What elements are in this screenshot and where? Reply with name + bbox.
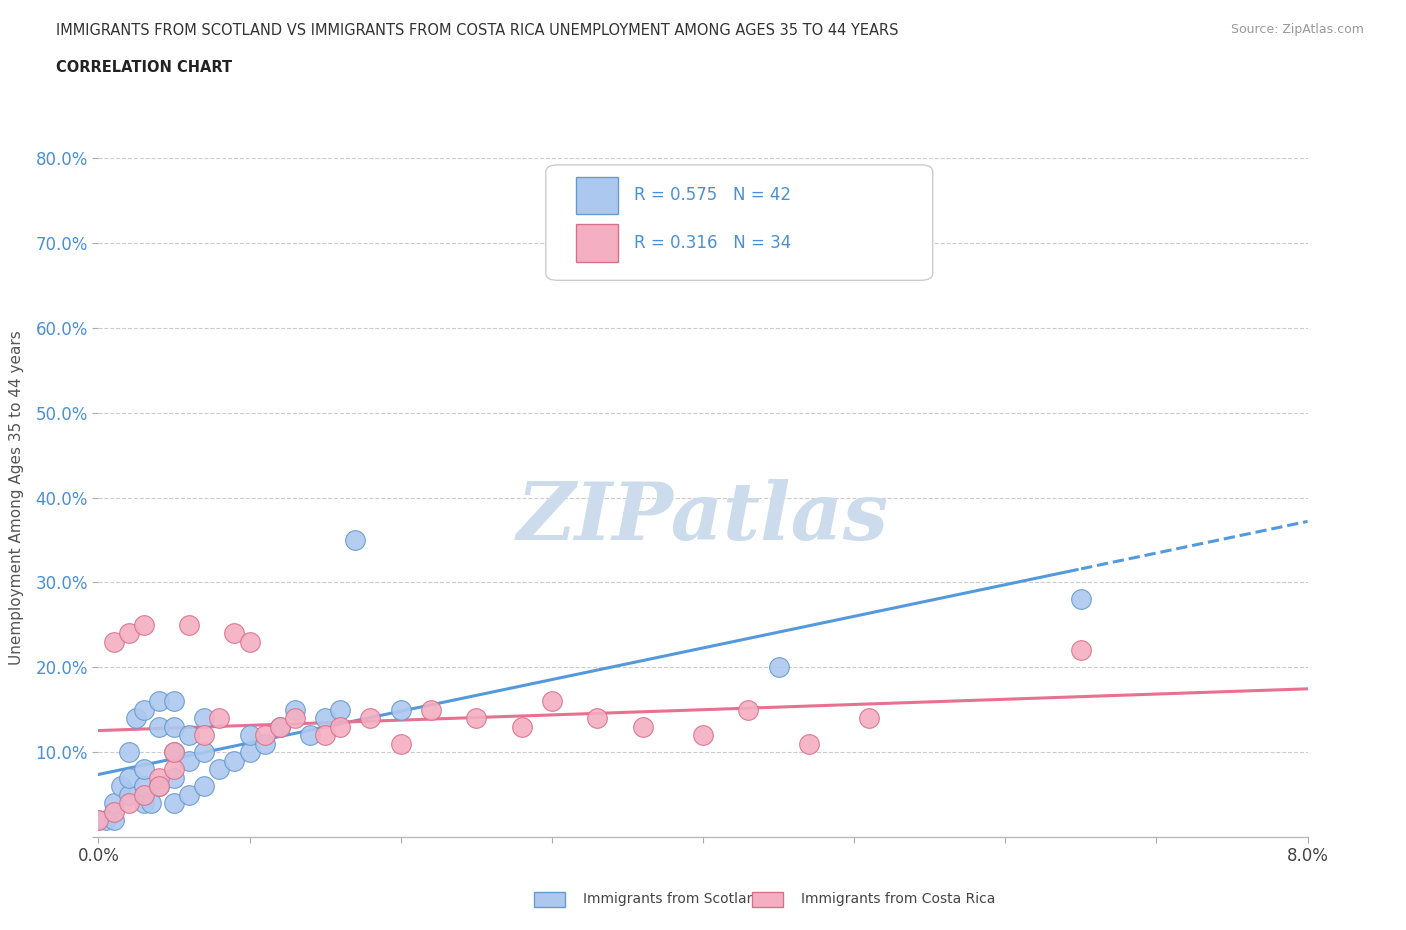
Point <box>1070 592 1092 607</box>
Point <box>148 770 170 785</box>
Point <box>737 702 759 717</box>
Point <box>103 796 125 811</box>
Point <box>148 694 170 709</box>
Point <box>329 719 352 734</box>
Point <box>118 745 141 760</box>
Point <box>132 618 155 632</box>
Point <box>284 702 307 717</box>
Point <box>132 778 155 793</box>
Point <box>858 711 880 725</box>
Point <box>103 634 125 649</box>
Point <box>540 694 562 709</box>
Point <box>208 762 231 777</box>
Point <box>465 711 488 725</box>
Point <box>118 787 141 802</box>
Point <box>163 770 186 785</box>
Point <box>299 728 322 743</box>
Point <box>193 778 215 793</box>
Point <box>103 813 125 828</box>
Y-axis label: Unemployment Among Ages 35 to 44 years: Unemployment Among Ages 35 to 44 years <box>10 330 24 665</box>
Point <box>163 745 186 760</box>
Point <box>239 728 262 743</box>
Point <box>179 618 201 632</box>
Point <box>420 702 443 717</box>
Point <box>148 778 170 793</box>
Point <box>253 737 276 751</box>
Point <box>125 711 148 725</box>
Point <box>179 728 201 743</box>
Point <box>389 702 412 717</box>
Point <box>179 753 201 768</box>
Point <box>118 770 141 785</box>
Point <box>208 711 231 725</box>
Point <box>87 813 110 828</box>
Point <box>94 813 117 828</box>
FancyBboxPatch shape <box>576 177 619 214</box>
Text: R = 0.316   N = 34: R = 0.316 N = 34 <box>634 234 792 252</box>
Point <box>193 728 215 743</box>
Point <box>163 745 186 760</box>
Point <box>586 711 609 725</box>
Point <box>193 745 215 760</box>
Point <box>768 660 790 675</box>
Text: Immigrants from Scotland: Immigrants from Scotland <box>583 892 765 907</box>
Text: IMMIGRANTS FROM SCOTLAND VS IMMIGRANTS FROM COSTA RICA UNEMPLOYMENT AMONG AGES 3: IMMIGRANTS FROM SCOTLAND VS IMMIGRANTS F… <box>56 23 898 38</box>
Point <box>224 753 246 768</box>
FancyBboxPatch shape <box>576 224 619 261</box>
Point <box>132 762 155 777</box>
Point <box>224 626 246 641</box>
FancyBboxPatch shape <box>546 165 932 280</box>
Point <box>692 728 714 743</box>
Point <box>163 762 186 777</box>
Point <box>179 787 201 802</box>
Point <box>239 634 262 649</box>
Point <box>193 711 215 725</box>
Point <box>132 796 155 811</box>
Point <box>344 533 367 548</box>
Point <box>314 728 336 743</box>
Point <box>163 796 186 811</box>
Point <box>163 694 186 709</box>
Point <box>269 719 291 734</box>
Point <box>253 728 276 743</box>
Point <box>141 796 163 811</box>
Point <box>103 804 125 819</box>
Point <box>510 719 533 734</box>
Point <box>284 711 307 725</box>
Point <box>163 719 186 734</box>
Point <box>314 711 336 725</box>
Point <box>110 778 132 793</box>
Point <box>132 702 155 717</box>
Point <box>389 737 412 751</box>
Text: CORRELATION CHART: CORRELATION CHART <box>56 60 232 75</box>
Point <box>148 719 170 734</box>
Point <box>269 719 291 734</box>
Point <box>239 745 262 760</box>
Text: Source: ZipAtlas.com: Source: ZipAtlas.com <box>1230 23 1364 36</box>
Point <box>631 719 654 734</box>
Point <box>797 737 820 751</box>
Point <box>118 796 141 811</box>
Point <box>118 626 141 641</box>
Point <box>329 702 352 717</box>
Text: R = 0.575   N = 42: R = 0.575 N = 42 <box>634 186 792 205</box>
Point <box>132 787 155 802</box>
Point <box>148 778 170 793</box>
Point <box>87 813 110 828</box>
Point <box>1070 643 1092 658</box>
Text: ZIPatlas: ZIPatlas <box>517 479 889 557</box>
Text: Immigrants from Costa Rica: Immigrants from Costa Rica <box>801 892 995 907</box>
Point <box>360 711 382 725</box>
